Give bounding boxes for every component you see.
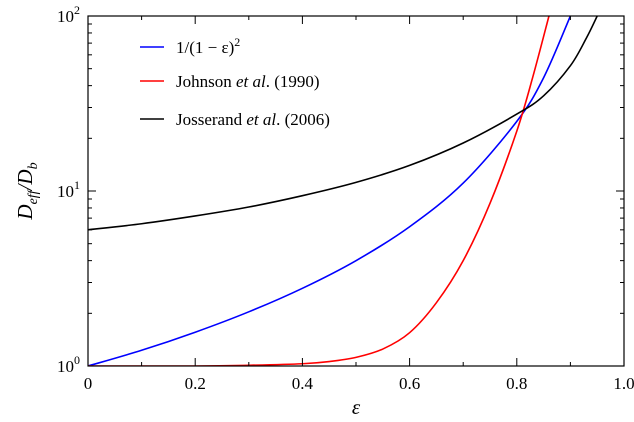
- legend: 1/(1 − ε)2 Johnson et al. (1990) Jossera…: [140, 35, 330, 129]
- y-axis-label: Deff/Db: [13, 162, 41, 220]
- y-tick-label: 101: [57, 178, 80, 201]
- y-tick-label: 100: [57, 353, 80, 376]
- x-tick-label: 0.2: [185, 374, 206, 393]
- plot-frame: [87, 15, 625, 367]
- x-tick-label: 0: [84, 374, 93, 393]
- svg-text:Deff/Db: Deff/Db: [13, 162, 41, 220]
- series-line-0: [88, 16, 572, 366]
- tick-labels: 0 0.2 0.4 0.6 0.8 1.0 100 101 102: [57, 3, 634, 393]
- legend-label-josserand: Josserand et al. (2006): [176, 110, 330, 129]
- series-line-2: [88, 16, 598, 231]
- x-tick-label: 1.0: [613, 374, 634, 393]
- x-tick-label: 0.8: [506, 374, 527, 393]
- series-line-1: [88, 16, 550, 366]
- ticks-layer: [87, 15, 625, 367]
- y-label-sub1: eff: [26, 188, 41, 204]
- x-axis-label: ε: [352, 395, 361, 419]
- x-tick-label: 0.4: [292, 374, 314, 393]
- y-tick-label: 102: [57, 3, 80, 26]
- y-label-main2: D: [13, 169, 37, 185]
- y-label-sub2: b: [26, 162, 41, 169]
- y-label-sep: /: [13, 182, 37, 191]
- legend-label-johnson: Johnson et al. (1990): [176, 72, 320, 91]
- series-layer: [88, 16, 598, 366]
- legend-label-inverse: 1/(1 − ε)2: [176, 35, 240, 57]
- x-tick-label: 0.6: [399, 374, 420, 393]
- y-label-main: D: [13, 204, 37, 220]
